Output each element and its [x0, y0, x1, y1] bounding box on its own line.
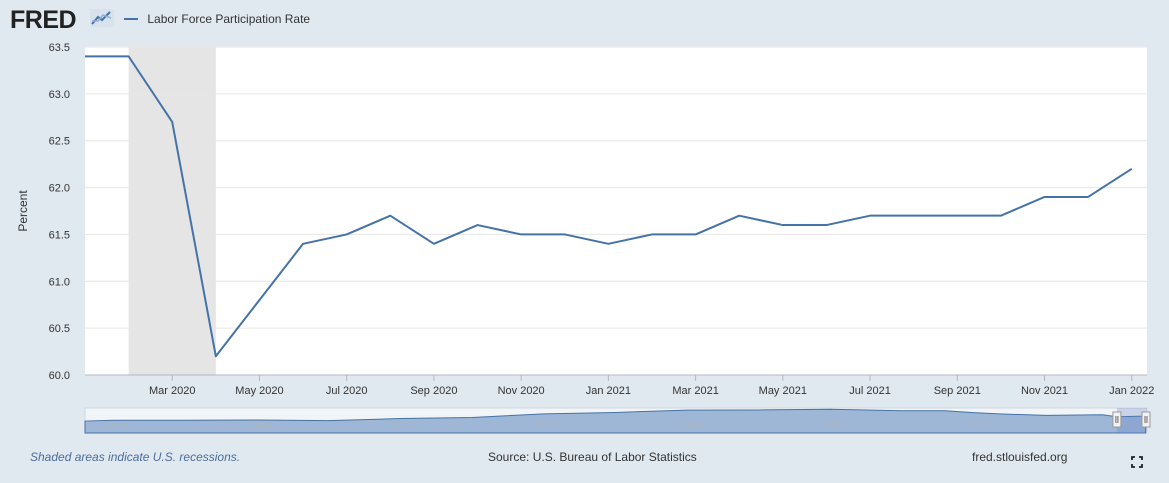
x-tick-label: Nov 2021 — [1021, 385, 1068, 397]
y-tick-label: 61.0 — [49, 276, 70, 288]
x-axis: Mar 2020 May 2020 Jul 2020 Sep 2020 Nov 2020… — [149, 375, 1154, 397]
x-tick-label: May 2020 — [235, 385, 283, 397]
legend-label: Labor Force Participation Rate — [147, 11, 311, 26]
plot-background — [85, 47, 1147, 375]
legend: Labor Force Participation Rate — [124, 11, 310, 26]
x-tick-label: Jul 2021 — [849, 385, 891, 397]
navigator-year-label: 2010 — [966, 420, 989, 431]
y-axis-label: Percent — [16, 190, 30, 232]
y-tick-label: 60.5 — [49, 323, 70, 335]
y-tick-label: 62.0 — [49, 183, 70, 195]
y-tick-label: 63.5 — [49, 42, 70, 54]
x-tick-label: Jan 2022 — [1109, 385, 1154, 397]
navigator-year-label: 1960 — [249, 420, 272, 431]
y-tick-label: 63.0 — [49, 89, 70, 101]
navigator-handle[interactable] — [1112, 411, 1122, 428]
x-tick-label: Nov 2020 — [498, 385, 545, 397]
x-tick-label: Sep 2020 — [410, 385, 457, 397]
grid-lines — [85, 46, 1147, 329]
navigator-year-label: 1990 — [679, 420, 702, 431]
fred-url-link[interactable]: fred.stlouisfed.org — [972, 450, 1068, 464]
navigator-year-label: 1970 — [392, 420, 415, 431]
recession-band — [128, 47, 216, 375]
navigator-area — [84, 408, 1147, 434]
y-tick-label: 60.0 — [49, 370, 70, 382]
x-tick-label: May 2021 — [759, 385, 807, 397]
fred-logo[interactable]: FRED — [10, 6, 77, 34]
y-tick-label: 62.5 — [49, 136, 70, 148]
chart-area: 60.0 60.5 61.0 61.5 62.0 62.5 63.0 63.5 Mar 202… — [16, 42, 1154, 434]
navigator-year-label: 1980 — [536, 420, 559, 431]
navigator-year-label: 2000 — [822, 420, 845, 431]
y-tick-label: 61.5 — [49, 229, 70, 241]
recession-note: Shaded areas indicate U.S. recessions. — [30, 450, 241, 464]
expand-icon[interactable] — [1131, 456, 1143, 468]
source-text: Source: U.S. Bureau of Labor Statistics — [488, 450, 697, 464]
navigator-handle[interactable] — [1141, 411, 1151, 428]
x-tick-label: Mar 2020 — [149, 385, 195, 397]
x-tick-label: Jan 2021 — [586, 385, 631, 397]
chart-header: FRED Labor Force Participation Rate — [0, 0, 1169, 38]
navigator-year-label: 1950 — [106, 420, 129, 431]
recession-shading — [128, 47, 216, 375]
legend-swatch — [124, 17, 138, 20]
chart-graph-icon — [90, 9, 114, 27]
x-tick-label: Sep 2021 — [934, 385, 981, 397]
y-axis: 60.0 60.5 61.0 61.5 62.0 62.5 63.0 63.5 — [49, 42, 70, 382]
x-tick-label: Mar 2021 — [672, 385, 718, 397]
series-group — [84, 55, 1133, 358]
x-tick-label: Jul 2020 — [326, 385, 368, 397]
range-navigator[interactable]: 1950 1960 1970 1980 1990 2000 2010 — [84, 407, 1151, 434]
